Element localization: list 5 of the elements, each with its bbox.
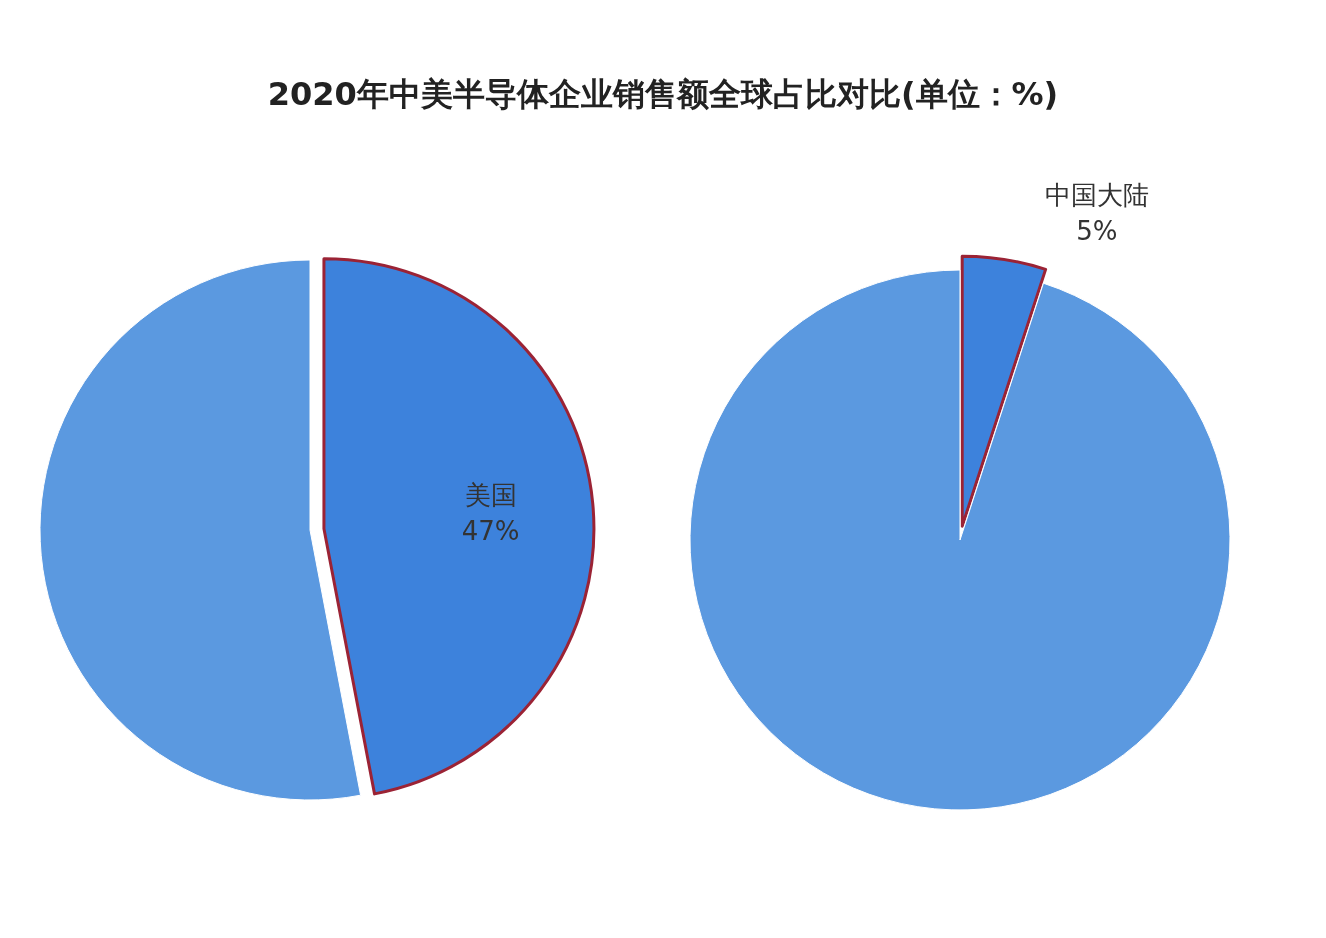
data-label: 5% [1076, 216, 1118, 247]
text: 2020年中美半导体企业销售额全球占比对比(单位：%) [267, 75, 1059, 113]
slice-label: 中国大陆 [1044, 180, 1149, 211]
slice-label: 美国 [464, 479, 517, 510]
data-label: 47% [461, 515, 520, 546]
